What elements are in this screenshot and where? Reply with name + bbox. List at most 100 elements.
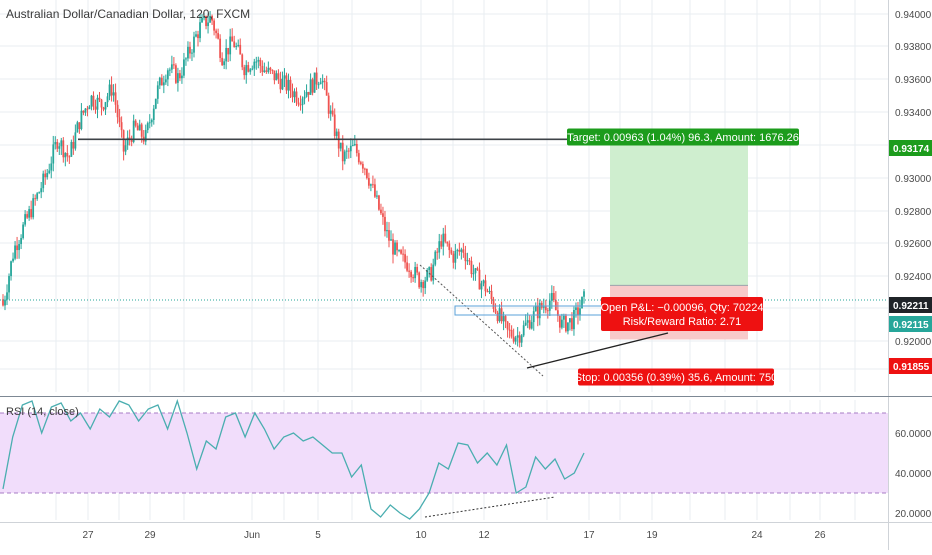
candle-body [556,310,559,316]
candle-body [281,78,284,90]
candle-body [422,282,425,289]
candle-body [225,47,228,62]
candle-body [372,184,374,186]
candle-body [237,44,240,46]
price-tick-label: 0.94000 [895,10,932,21]
candle-body [466,260,469,262]
price-tag-target [889,140,932,156]
candle-body [54,141,57,145]
time-tick-label: 24 [751,530,763,541]
candle-body [92,95,95,107]
candle-body [542,306,545,308]
candle-body [504,316,507,322]
candle-body [211,15,213,21]
candle-body [283,75,286,79]
candle-body [193,36,195,53]
candle-body [317,84,320,86]
candle-body [174,65,177,83]
candle-body [454,250,457,263]
candle-body [56,141,59,149]
position-label-box [601,297,763,331]
candle-body [520,335,523,343]
candle-body [484,280,487,292]
candle-body [253,61,256,69]
candle-body [38,192,41,194]
candle-body [380,209,382,214]
candle-body [424,280,427,289]
price-tick-label: 0.92000 [895,337,932,348]
candle-body [247,65,250,72]
candle-body [464,252,467,262]
candle-body [384,216,386,232]
candle-body [134,120,137,126]
candle-body [277,73,280,79]
candle-body [345,150,348,152]
candle-body [233,41,236,48]
candle-body [333,114,336,136]
candle-body [245,65,248,76]
time-tick-label: 27 [82,530,94,541]
symbol-title: Australian Dollar/Canadian Dollar, 120, … [6,7,250,21]
candle-body [402,253,404,255]
candle-body [367,178,370,186]
candle-body [160,77,163,86]
candle-body [70,141,73,157]
candle-body [34,198,37,200]
candle-body [311,79,314,93]
candle-body [480,283,483,290]
candle-body [96,97,99,110]
candle-body [468,260,471,262]
candle-body [295,91,298,103]
candle-body [6,292,8,300]
candle-body [416,266,419,273]
candle-body [494,308,497,313]
candle-body [94,106,97,110]
candle-body [438,241,441,253]
candle-body [512,336,515,342]
candle-body [32,198,35,218]
price-tick-label: 0.93400 [895,108,932,119]
candle-body [341,142,344,162]
candle-body [150,119,153,123]
candle-body [140,124,143,137]
candle-body [88,106,91,110]
candle-body [460,249,463,252]
candle-body [560,319,563,328]
candle-body [526,320,529,323]
candle-body [203,15,205,19]
candle-body [106,96,109,103]
candle-body [251,68,254,70]
candle-body [518,335,521,343]
candle-body [353,143,356,146]
rsi-title: RSI (14, close) [6,406,79,418]
candle-body [408,270,410,272]
candle-body [323,80,326,83]
candle-body [450,250,453,254]
time-tick-label: 26 [814,530,826,541]
candle-body [120,122,123,131]
candle-body [376,195,378,197]
candle-body [156,85,159,99]
candle-body [48,170,51,173]
candle-body [291,90,294,98]
candle-body [378,195,380,210]
candle-body [279,78,282,90]
candle-body [104,102,107,110]
candle-body [58,146,61,149]
candle-body [10,261,12,277]
candle-body [62,140,65,158]
label-layer: Target: 0.00963 (1.04%) 96.3, Amount: 16… [567,128,932,386]
candle-body [189,46,191,54]
candle-body [221,57,224,66]
candle-body [530,322,533,329]
candle-body [42,173,45,189]
candle-body [303,96,306,99]
candle-body [440,241,443,247]
candle-body [442,233,445,247]
candle-body [357,153,360,163]
candle-body [154,98,157,109]
candle-body [269,67,272,70]
candle-body [486,291,489,293]
